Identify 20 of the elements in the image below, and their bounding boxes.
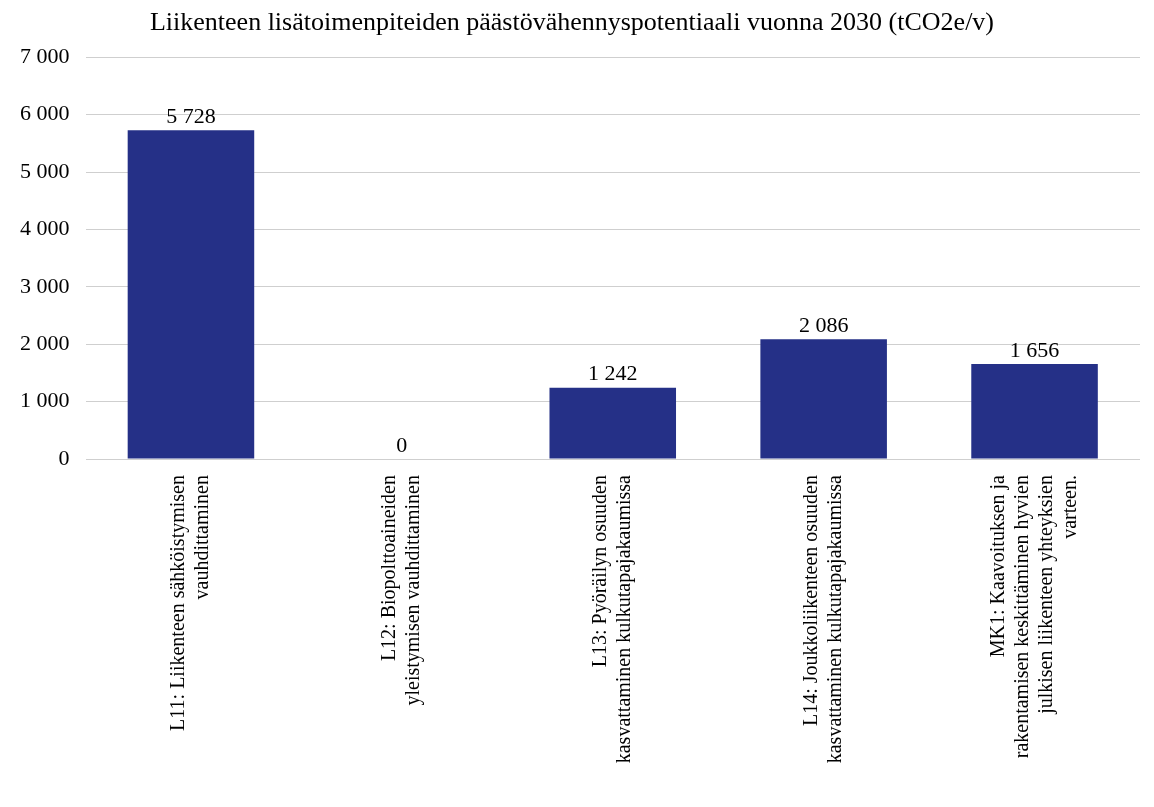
y-tick-label: 1 000	[20, 387, 70, 413]
data-label: 1 242	[588, 360, 638, 386]
bar	[760, 339, 887, 459]
y-tick-label: 3 000	[20, 272, 70, 298]
y-tick-label: 4 000	[20, 215, 70, 241]
data-label: 5 728	[166, 102, 216, 128]
y-tick-label: 7 000	[20, 42, 70, 68]
x-tick-label: MK1: Kaavoituksen ja rakentamisen keskittäminen hyvien julkisen liikenteen yhteyksien varteen.	[985, 474, 1080, 759]
y-tick-label: 2 000	[20, 329, 70, 355]
y-tick-label: 0	[58, 444, 70, 470]
data-label: 1 656	[1009, 336, 1060, 362]
bar	[971, 363, 1098, 459]
x-tick-label: L11: Liikenteen sähköistymisen vauhdittaminen	[166, 475, 213, 731]
bar	[127, 130, 255, 459]
y-tick-label: 5 000	[20, 157, 70, 183]
y-tick-label: 6 000	[20, 100, 70, 126]
chart-title: Liikenteen lisätoimenpiteiden päästövähennyspotentiaali vuonna 2030 (tCO2e/v)	[149, 7, 995, 37]
data-label: 2 086	[798, 312, 849, 338]
bar	[549, 387, 677, 459]
data-label: 0	[396, 431, 408, 457]
